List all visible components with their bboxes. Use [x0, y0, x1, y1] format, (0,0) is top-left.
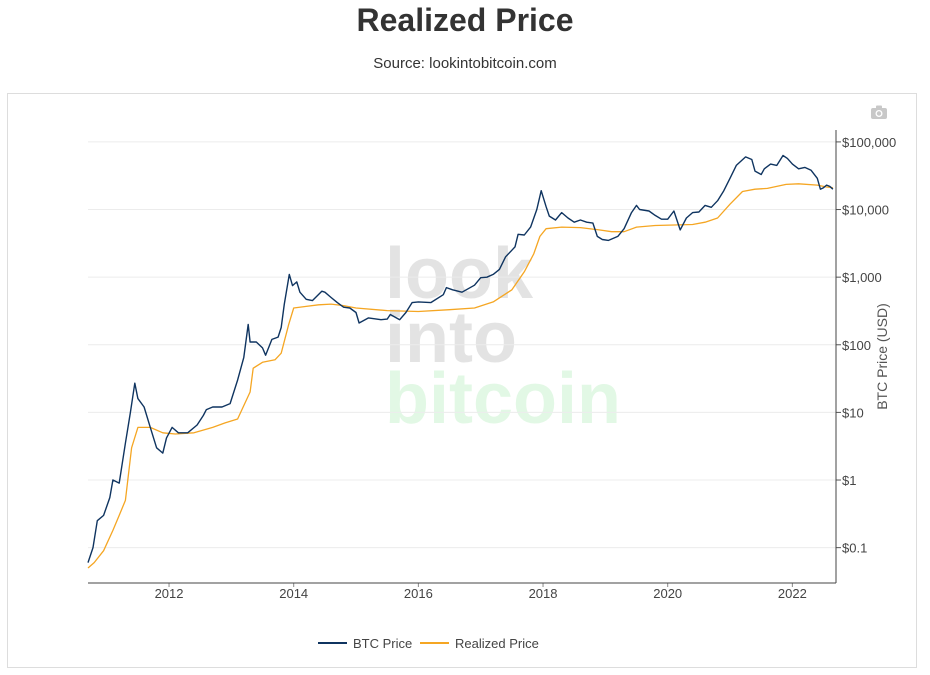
page-title: Realized Price [356, 2, 574, 38]
legend-label-btc-price: BTC Price [353, 636, 412, 651]
y-axis-title: BTC Price (USD) [874, 303, 890, 410]
y-tick-label: $1 [842, 473, 856, 488]
y-tick-label: $10 [842, 405, 864, 420]
btc-price-series-line [87, 154, 834, 563]
x-tick-label: 2016 [404, 586, 433, 601]
x-tick-label: 2020 [653, 586, 682, 601]
y-tick-label: $100 [842, 338, 871, 353]
camera-icon[interactable] [870, 104, 888, 120]
y-tick-label: $10,000 [842, 203, 889, 218]
watermark-look: look [385, 234, 534, 314]
y-tick-label: $100,000 [842, 135, 896, 150]
y-tick-label: $0.1 [842, 541, 867, 556]
legend-label-realized-price: Realized Price [455, 636, 539, 651]
x-tick-label: 2014 [279, 586, 308, 601]
x-tick-label: 2018 [529, 586, 558, 601]
page-subtitle: Source: lookintobitcoin.com [373, 55, 557, 72]
x-tick-label: 2012 [155, 586, 184, 601]
watermark-bitcoin: bitcoin [385, 359, 621, 439]
chart-frame [7, 93, 917, 668]
y-tick-label: $1,000 [842, 270, 882, 285]
realized-price-series-line [87, 183, 833, 569]
x-tick-label: 2022 [778, 586, 807, 601]
